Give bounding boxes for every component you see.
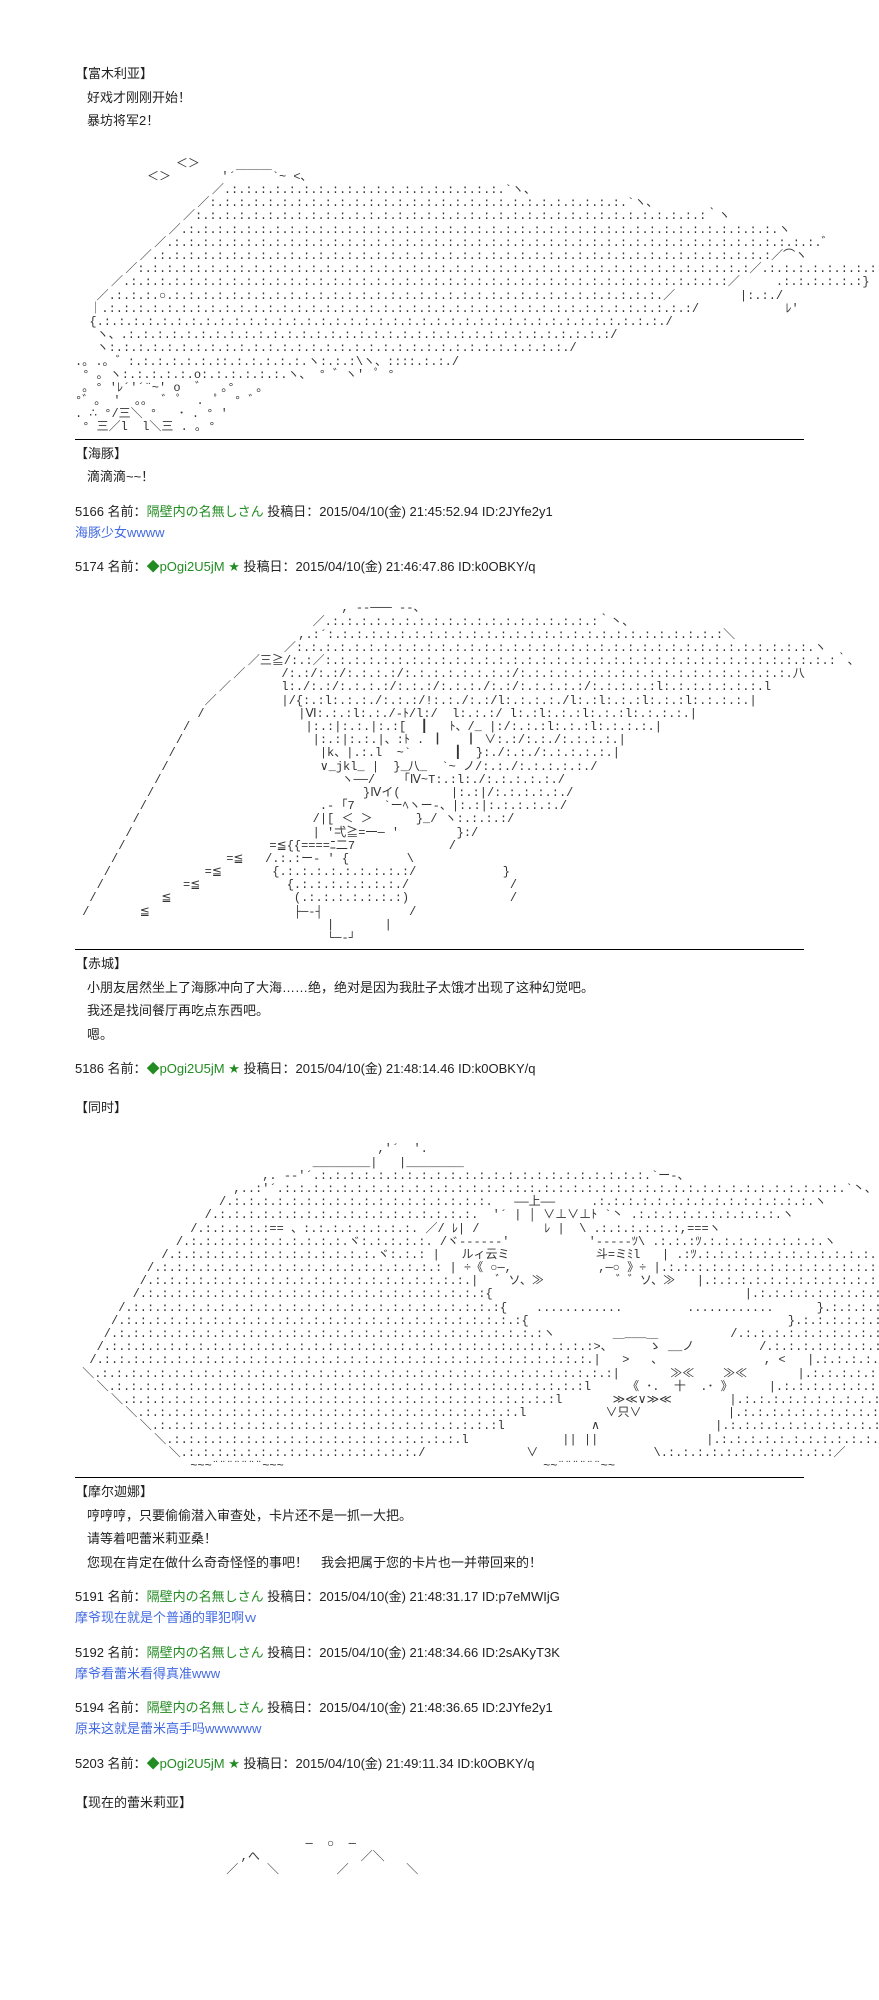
id-label: ID: (482, 1589, 499, 1604)
post-id: 2JYfe2y1 (498, 1700, 552, 1715)
date-label: 投稿日： (267, 1700, 319, 1715)
star-icon: ★ (228, 1756, 240, 1771)
id-label: ID: (482, 1700, 499, 1715)
char-label-top: 【富木利亚】 (75, 64, 804, 84)
name-prefix: 名前： (108, 1589, 147, 1604)
dialogue-line: 请等着吧蕾米莉亚桑！ (75, 1529, 804, 1549)
post-number: 5192 (75, 1645, 104, 1660)
star-icon: ★ (228, 559, 240, 574)
ascii-art-remilia-partial: ─ ○ ─ ,へ ／＼ ／ ＼ ／ ＼ (75, 1825, 804, 1878)
post-header: 5174 名前：◆pOgi2U5jM ★ 投稿日：2015/04/10(金) 2… (75, 556, 804, 575)
char-label-dolphin: 【海豚】 (75, 444, 804, 464)
post-id: k0OBKY/q (475, 1061, 536, 1076)
tripcode: ◆pOgi2U5jM (147, 559, 225, 574)
post-date: 2015/04/10(金) 21:48:36.65 (319, 1700, 478, 1715)
id-label: ID: (458, 1061, 475, 1076)
dialogue-line: 我还是找间餐厅再吃点东西吧。 (75, 1001, 804, 1021)
ascii-art-morgana: ,'´ '. ________| |________ ,. -‐'´.:.:.:… (75, 1130, 804, 1473)
dialogue-line: 嗯。 (75, 1025, 804, 1045)
date-label: 投稿日： (244, 1061, 296, 1076)
name-prefix: 名前： (108, 1700, 147, 1715)
post-header: 5203 名前：◆pOgi2U5jM ★ 投稿日：2015/04/10(金) 2… (75, 1753, 804, 1772)
post-number: 5203 (75, 1756, 104, 1771)
post-id: 2sAKyT3K (498, 1645, 559, 1660)
anon-name: 隔壁内の名無しさん (147, 504, 264, 519)
post-number: 5191 (75, 1589, 104, 1604)
post-id: p7eMWIjG (498, 1589, 559, 1604)
name-prefix: 名前： (108, 504, 147, 519)
date-label: 投稿日： (267, 1589, 319, 1604)
date-label: 投稿日： (244, 559, 296, 574)
id-label: ID: (457, 1756, 474, 1771)
post-date: 2015/04/10(金) 21:48:31.17 (319, 1589, 478, 1604)
scene-label: 【同时】 (75, 1097, 804, 1116)
post-id: 2JYfe2y1 (498, 504, 552, 519)
date-label: 投稿日： (267, 1645, 319, 1660)
dialogue-line: 您现在肯定在做什么奇奇怪怪的事吧！ 我会把属于您的卡片也一并带回来的！ (75, 1553, 804, 1573)
char-label-morgana: 【摩尔迦娜】 (75, 1482, 804, 1502)
post-number: 5194 (75, 1700, 104, 1715)
ascii-art-dolphin: ＜＞ ＜＞ '´￣￣￣`~ <､ ／.:.:.:.:.:.:.:.:.:.:.:… (75, 145, 804, 435)
name-prefix: 名前： (108, 1756, 147, 1771)
post-date: 2015/04/10(金) 21:48:14.46 (296, 1061, 455, 1076)
post-body: 摩爷看蕾米看得真准www (75, 1664, 804, 1684)
dialogue-line: 小朋友居然坐上了海豚冲向了大海……绝，绝对是因为我肚子太饿才出现了这种幻觉吧。 (75, 978, 804, 998)
post-body: 摩爷现在就是个普通的罪犯啊ｗ (75, 1608, 804, 1628)
separator (75, 1477, 804, 1478)
id-label: ID: (482, 504, 499, 519)
dialogue-line: 哼哼哼，只要偷偷潜入审查处，卡片还不是一抓一大把。 (75, 1506, 804, 1526)
post-date: 2015/04/10(金) 21:48:34.66 (319, 1645, 478, 1660)
anon-name: 隔壁内の名無しさん (147, 1700, 264, 1715)
post-header: 5186 名前：◆pOgi2U5jM ★ 投稿日：2015/04/10(金) 2… (75, 1058, 804, 1077)
tripcode: ◆pOgi2U5jM (147, 1756, 225, 1771)
separator (75, 949, 804, 950)
post-body: 海豚少女wwww (75, 523, 804, 543)
post-id: k0OBKY/q (474, 1756, 535, 1771)
name-prefix: 名前： (108, 1061, 147, 1076)
name-prefix: 名前： (108, 559, 147, 574)
date-label: 投稿日： (244, 1756, 296, 1771)
post-header: 5194 名前：隔壁内の名無しさん 投稿日：2015/04/10(金) 21:4… (75, 1697, 804, 1716)
post-number: 5166 (75, 504, 104, 519)
char-label-akagi: 【赤城】 (75, 954, 804, 974)
dialogue-line: 好戏才刚刚开始！ (75, 88, 804, 108)
post-header: 5192 名前：隔壁内の名無しさん 投稿日：2015/04/10(金) 21:4… (75, 1642, 804, 1661)
dialogue-line: 暴坊将军2！ (75, 111, 804, 131)
post-header: 5166 名前：隔壁内の名無しさん 投稿日：2015/04/10(金) 21:4… (75, 501, 804, 520)
ascii-art-akagi: , -‐─── ‐-、 ／.:.:.:.:.:.:.:.:.:.:.:.:.:.… (75, 589, 804, 945)
scene-label-remilia: 【现在的蕾米莉亚】 (75, 1792, 804, 1811)
star-icon: ★ (228, 1061, 240, 1076)
separator (75, 439, 804, 440)
post-date: 2015/04/10(金) 21:45:52.94 (319, 504, 478, 519)
post-date: 2015/04/10(金) 21:49:11.34 (296, 1756, 454, 1771)
name-prefix: 名前： (108, 1645, 147, 1660)
tripcode: ◆pOgi2U5jM (147, 1061, 225, 1076)
post-number: 5186 (75, 1061, 104, 1076)
anon-name: 隔壁内の名無しさん (147, 1589, 264, 1604)
id-label: ID: (482, 1645, 499, 1660)
post-body: 原来这就是蕾米高手吗wwwwww (75, 1719, 804, 1739)
id-label: ID: (458, 559, 475, 574)
anon-name: 隔壁内の名無しさん (147, 1645, 264, 1660)
date-label: 投稿日： (267, 504, 319, 519)
dialogue-line: 滴滴滴~~！ (75, 467, 804, 487)
post-id: k0OBKY/q (475, 559, 536, 574)
post-header: 5191 名前：隔壁内の名無しさん 投稿日：2015/04/10(金) 21:4… (75, 1586, 804, 1605)
post-date: 2015/04/10(金) 21:46:47.86 (296, 559, 455, 574)
post-number: 5174 (75, 559, 104, 574)
